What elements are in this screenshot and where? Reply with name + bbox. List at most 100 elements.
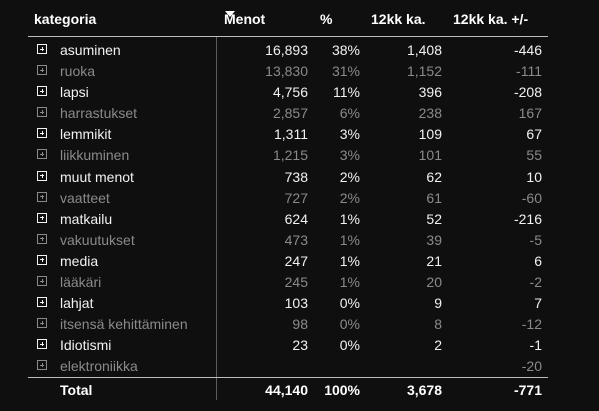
row-percent: 6% <box>339 105 360 122</box>
table-header: kategoria Menot % 12kk ka. 12kk ka. +/- <box>28 6 548 37</box>
row-12kk-ka: 8 <box>434 316 442 333</box>
row-menot: 98 <box>292 316 308 333</box>
total-menot: 44,140 <box>265 381 308 398</box>
expand-plus-icon[interactable] <box>37 65 47 76</box>
row-12kk-ka-diff: -216 <box>513 210 542 227</box>
row-12kk-ka: 1,408 <box>406 42 442 58</box>
expand-plus-icon[interactable] <box>37 276 47 287</box>
table-row: liikkuminen 1,215 3% 101 55 <box>28 144 548 165</box>
table-row: vakuutukset 473 1% 39 -5 <box>28 229 548 250</box>
row-menot: 738 <box>284 168 308 185</box>
expand-plus-icon[interactable] <box>37 318 47 329</box>
row-12kk-ka-diff: -446 <box>513 42 542 58</box>
row-percent: 0% <box>339 316 360 333</box>
table-row: muut menot 738 2% 62 10 <box>28 166 548 187</box>
table-row: vaatteet 727 2% 61 -60 <box>28 187 548 208</box>
row-category-name: liikkuminen <box>60 147 130 164</box>
row-category-name: vakuutukset <box>60 231 135 248</box>
row-12kk-ka-diff: 10 <box>526 168 542 185</box>
row-menot: 245 <box>284 274 308 291</box>
row-menot: 103 <box>284 295 308 312</box>
row-category-name: harrastukset <box>60 105 138 122</box>
column-header-kategoria[interactable]: kategoria <box>34 11 97 27</box>
table-row: matkailu 624 1% 52 -216 <box>28 208 548 229</box>
row-12kk-ka: 238 <box>418 105 442 122</box>
total-row: Total 44,140 100% 3,678 -771 <box>28 376 548 400</box>
expand-plus-icon[interactable] <box>37 254 47 265</box>
sort-descending-icon <box>225 11 235 17</box>
column-header-12kk-ka[interactable]: 12kk ka. <box>371 11 426 27</box>
expand-plus-icon[interactable] <box>37 149 47 160</box>
row-menot: 473 <box>284 231 308 248</box>
row-12kk-ka: 109 <box>418 126 442 143</box>
expand-plus-icon[interactable] <box>37 170 47 181</box>
total-label: Total <box>60 381 93 398</box>
row-category-name: asuminen <box>60 42 121 58</box>
row-12kk-ka-diff: 7 <box>534 295 542 312</box>
row-12kk-ka-diff: -208 <box>513 84 542 101</box>
row-percent: 38% <box>331 42 360 58</box>
row-menot: 1,311 <box>274 126 308 143</box>
row-category-name: vaatteet <box>60 189 110 206</box>
row-category-name: ruoka <box>60 63 96 80</box>
row-category-name: lahjat <box>60 295 94 312</box>
table-row: Idiotismi 23 0% 2 -1 <box>28 334 548 355</box>
row-percent: 0% <box>339 295 360 312</box>
column-header-percent[interactable]: % <box>320 11 333 27</box>
row-12kk-ka: 396 <box>418 84 442 101</box>
row-12kk-ka-diff: -12 <box>521 316 542 333</box>
table-row: elektroniikka -20 <box>28 355 548 376</box>
expand-plus-icon[interactable] <box>37 44 47 54</box>
row-12kk-ka: 2 <box>434 337 442 354</box>
row-percent: 1% <box>339 231 360 248</box>
table-row: lääkäri 245 1% 20 -2 <box>28 271 548 292</box>
total-12kk-ka-diff: -771 <box>513 381 542 398</box>
table-row: lemmikit 1,311 3% 109 67 <box>28 123 548 144</box>
row-12kk-ka: 61 <box>426 189 442 206</box>
row-percent: 1% <box>339 252 360 269</box>
expand-plus-icon[interactable] <box>37 86 47 97</box>
row-12kk-ka: 62 <box>426 168 442 185</box>
row-category-name: muut menot <box>60 168 134 185</box>
table-row: media 247 1% 21 6 <box>28 250 548 271</box>
row-menot: 727 <box>284 189 308 206</box>
row-12kk-ka-diff: 55 <box>526 147 542 164</box>
row-percent: 1% <box>339 274 360 291</box>
row-percent: 2% <box>339 189 360 206</box>
row-percent: 3% <box>339 147 360 164</box>
row-12kk-ka: 21 <box>426 252 442 269</box>
expand-plus-icon[interactable] <box>37 297 47 308</box>
row-category-name: lemmikit <box>60 126 112 143</box>
table-row: lahjat 103 0% 9 7 <box>28 292 548 313</box>
table-body: asuminen 16,893 38% 1,408 -446 ruoka 13,830 31%… <box>28 37 548 377</box>
row-percent: 0% <box>339 337 360 354</box>
table-row: itsensä kehittäminen 98 0% 8 -12 <box>28 313 548 334</box>
row-12kk-ka-diff: 167 <box>518 105 542 122</box>
expand-plus-icon[interactable] <box>37 212 47 223</box>
expand-plus-icon[interactable] <box>37 128 47 139</box>
row-12kk-ka: 39 <box>426 231 442 248</box>
expand-plus-icon[interactable] <box>37 360 47 371</box>
row-category-name: media <box>60 252 99 269</box>
total-12kk-ka: 3,678 <box>406 381 442 398</box>
row-percent: 11% <box>333 84 360 101</box>
row-12kk-ka: 1,152 <box>406 63 442 80</box>
row-12kk-ka: 20 <box>426 274 442 291</box>
row-menot: 23 <box>292 337 308 354</box>
expand-plus-icon[interactable] <box>37 107 47 118</box>
expand-plus-icon[interactable] <box>37 339 47 350</box>
row-menot: 4,756 <box>272 84 308 101</box>
row-percent: 1% <box>339 210 360 227</box>
row-percent: 31% <box>331 63 360 80</box>
row-category-name: lapsi <box>60 84 89 101</box>
total-percent: 100% <box>324 381 360 398</box>
row-menot: 13,830 <box>265 63 308 80</box>
expand-plus-icon[interactable] <box>37 233 47 244</box>
row-category-name: matkailu <box>60 210 113 227</box>
row-12kk-ka-diff: -5 <box>529 231 542 248</box>
column-header-12kk-ka-diff[interactable]: 12kk ka. +/- <box>453 11 529 27</box>
row-12kk-ka-diff: -111 <box>516 63 542 80</box>
row-12kk-ka-diff: -1 <box>529 337 542 354</box>
row-category-name: Idiotismi <box>60 337 112 354</box>
expand-plus-icon[interactable] <box>37 191 47 202</box>
